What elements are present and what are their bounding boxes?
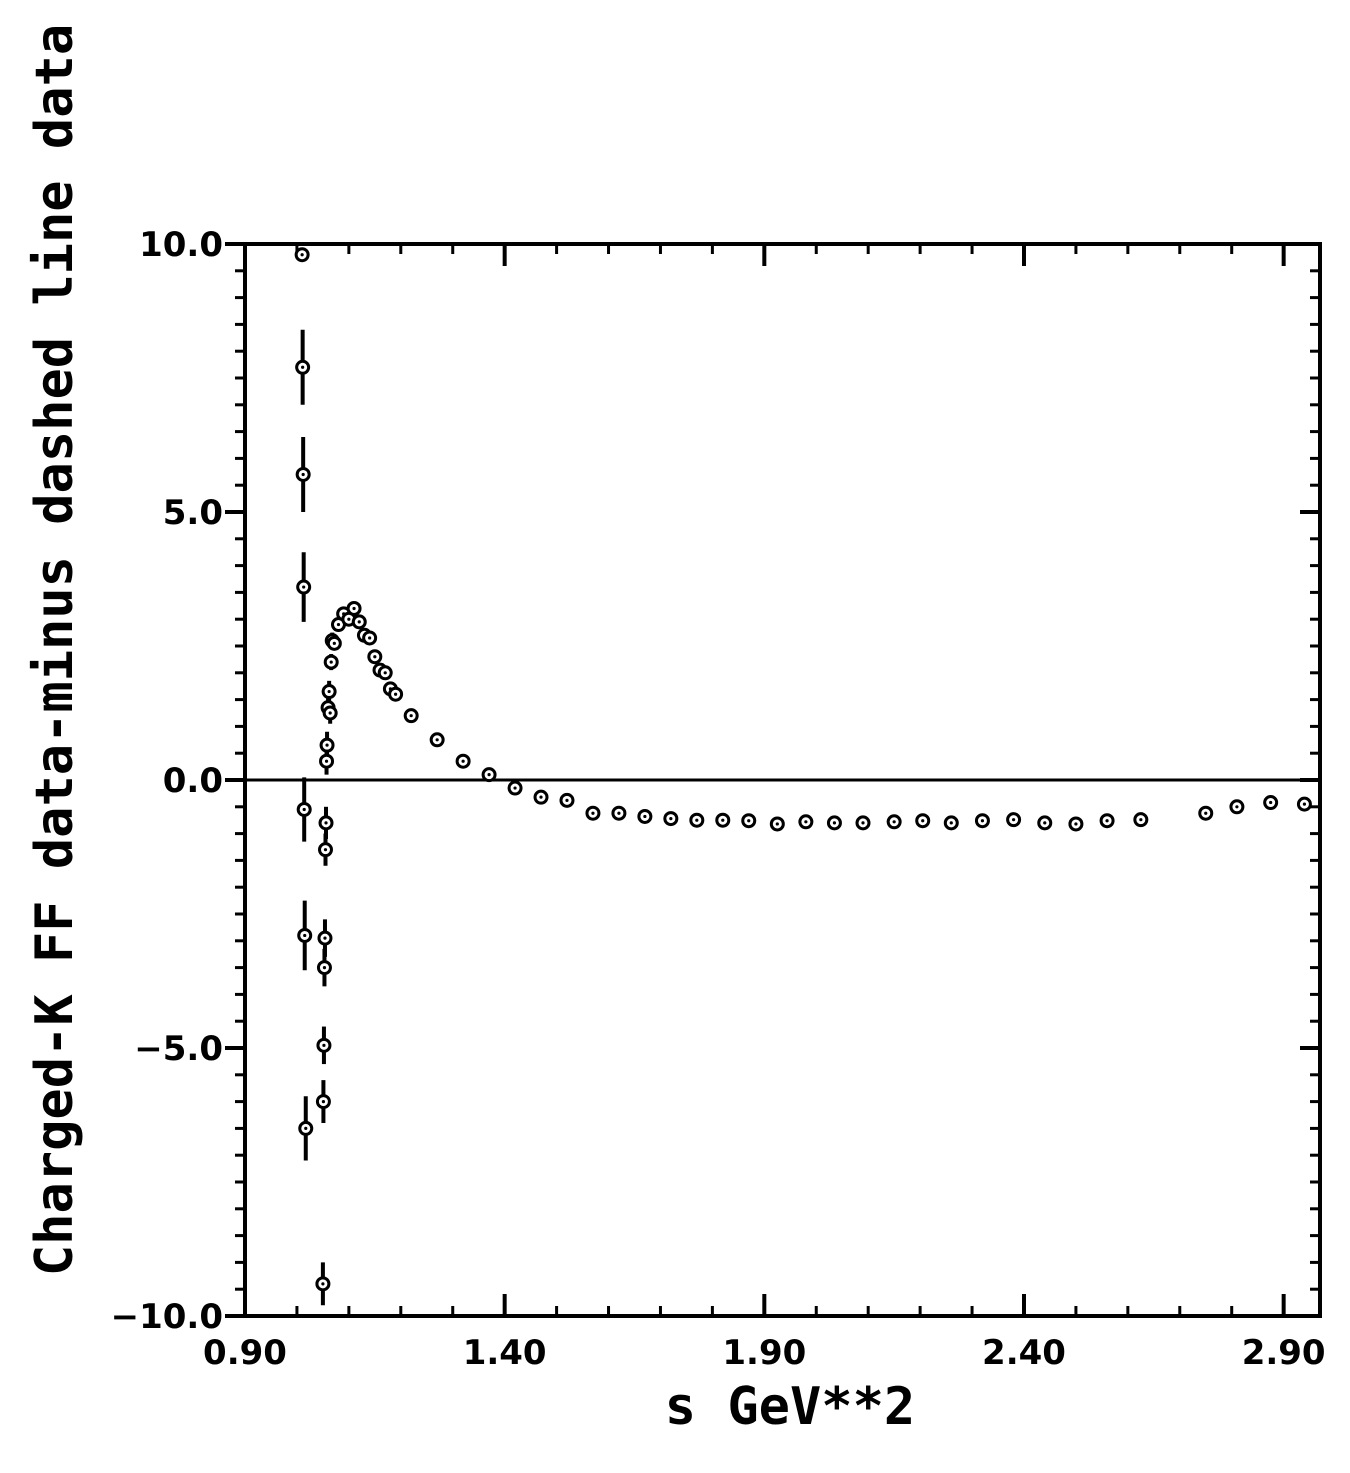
data-point-center — [861, 821, 865, 825]
data-point-center — [1204, 811, 1208, 815]
x-tick-labels: 0.90 1.40 1.90 2.40 2.90 — [203, 1333, 1326, 1373]
data-point-center — [1074, 822, 1078, 826]
data-point-center — [323, 848, 328, 852]
data-point-center — [1011, 818, 1016, 822]
data-point-center — [328, 711, 332, 715]
data-point-center — [321, 1100, 326, 1104]
data-point-center — [300, 253, 304, 257]
data-point-center — [322, 966, 327, 970]
data-point-center — [347, 617, 351, 621]
data-point-center — [303, 933, 307, 938]
y-tick-labels: 10.0 5.0 0.0 −5.0 −10.0 — [111, 225, 223, 1337]
data-point-center — [357, 620, 361, 624]
data-point-center — [435, 738, 439, 742]
data-point-center — [892, 820, 896, 824]
data-point-center — [332, 641, 336, 645]
data-point-center — [775, 822, 779, 826]
data-point-center — [1302, 802, 1307, 806]
data-point-center — [832, 821, 837, 825]
data-point-center — [487, 773, 491, 777]
data-point-center — [324, 759, 329, 763]
y-tick-label: −5.0 — [134, 1029, 223, 1069]
data-point-center — [565, 798, 569, 802]
data-point-center — [980, 819, 985, 823]
x-tick-label: 0.90 — [203, 1333, 287, 1373]
data-point-center — [304, 1126, 308, 1130]
data-point-center — [373, 655, 377, 659]
data-point-center — [1269, 800, 1273, 805]
data-point-center — [513, 786, 517, 790]
x-tick-label: 2.90 — [1242, 1333, 1326, 1373]
data-point-center — [539, 795, 543, 799]
x-axis-title: s GeV**2 — [665, 1377, 915, 1437]
data-point-center — [747, 819, 751, 823]
y-tick-label: −10.0 — [111, 1297, 223, 1337]
data-point-center — [302, 807, 306, 812]
y-tick-label: 10.0 — [139, 225, 223, 265]
data-point-center — [325, 743, 329, 747]
data-point-center — [804, 820, 808, 824]
data-point-center — [1043, 821, 1047, 825]
data-point-center — [1105, 819, 1109, 823]
data-point-center — [336, 622, 341, 627]
x-tick-label: 2.40 — [982, 1333, 1066, 1373]
data-point-center — [321, 1282, 325, 1286]
data-point-center — [301, 472, 305, 477]
data-point-center — [324, 821, 328, 825]
data-point-center — [322, 1043, 326, 1047]
major-ticks — [225, 242, 1320, 1318]
y-tick-label: 0.0 — [163, 761, 223, 801]
data-point-center — [301, 365, 305, 369]
data-point-center — [643, 814, 647, 819]
data-point-center — [617, 811, 621, 815]
data-point-center — [327, 689, 331, 694]
data-point-center — [921, 819, 925, 823]
data-point-center — [329, 660, 333, 664]
data-point-center — [721, 818, 725, 822]
data-point-center — [394, 692, 398, 696]
data-point-center — [1235, 805, 1239, 809]
data-point-center — [1139, 818, 1143, 822]
data-point-center — [368, 636, 372, 640]
data-point-center — [461, 759, 465, 763]
y-tick-label: 5.0 — [163, 493, 223, 533]
data-point-center — [383, 671, 387, 675]
data-point-center — [669, 816, 673, 821]
data-point-center — [591, 811, 595, 815]
data-point-center — [949, 821, 953, 825]
x-tick-label: 1.40 — [463, 1333, 547, 1373]
x-tick-label: 1.90 — [722, 1333, 806, 1373]
data-point-center — [323, 936, 327, 940]
y-axis-title: Charged-K FF data-minus dashed line data — [25, 24, 85, 1276]
data-point-center — [695, 818, 699, 822]
data-points — [294, 247, 1312, 1292]
data-point-center — [409, 714, 413, 718]
data-point-center — [302, 585, 306, 589]
data-point-center — [352, 606, 356, 611]
